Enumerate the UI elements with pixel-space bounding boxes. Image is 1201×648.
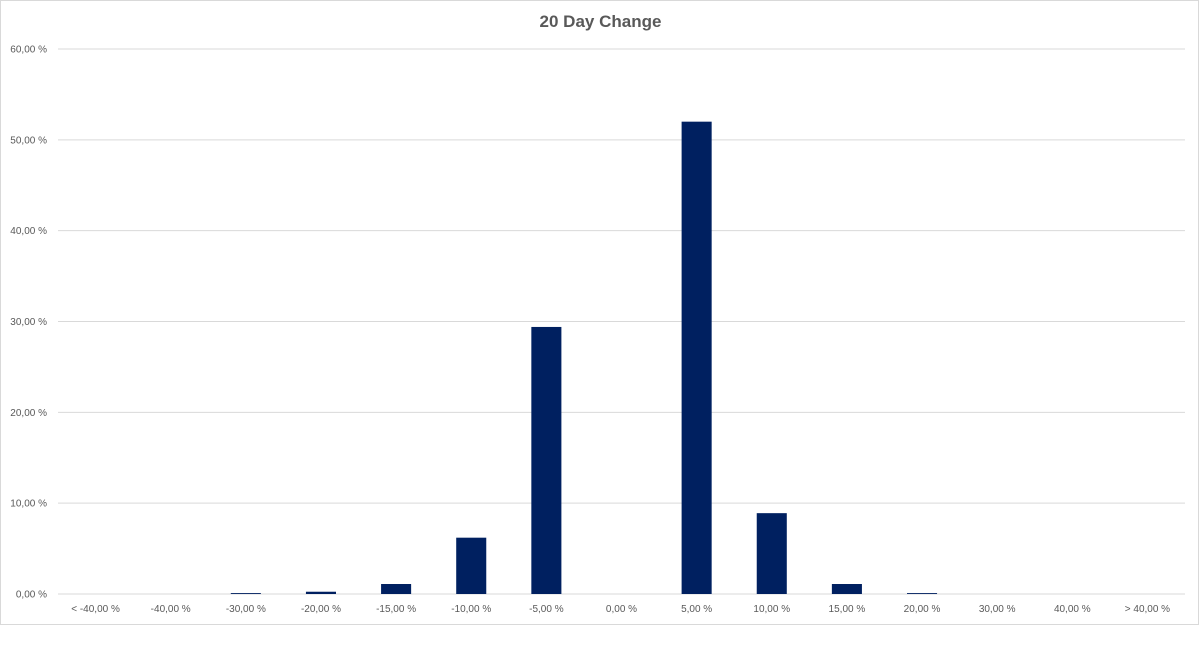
y-tick-label: 40,00 %	[10, 226, 47, 237]
bar	[681, 121, 712, 595]
bar	[230, 593, 261, 594]
x-tick-label: -30,00 %	[226, 604, 266, 615]
y-tick-label: 50,00 %	[10, 135, 47, 146]
bar	[907, 593, 938, 594]
x-tick-label: 30,00 %	[979, 604, 1016, 615]
x-tick-label: 5,00 %	[681, 604, 712, 615]
y-tick-label: 60,00 %	[10, 45, 47, 56]
y-axis-tick-labels: 0,00 % 10,00 % 20,00 % 30,00 % 40,00 % 50,00 …	[10, 45, 47, 601]
x-tick-label: -20,00 %	[301, 604, 341, 615]
bar	[531, 326, 562, 594]
x-tick-label: < -40,00 %	[71, 604, 120, 615]
bar	[381, 584, 412, 594]
chart-title: 20 Day Change	[539, 12, 662, 31]
x-tick-label: 10,00 %	[753, 604, 790, 615]
x-tick-label: -40,00 %	[151, 604, 191, 615]
bar	[305, 591, 336, 594]
y-tick-label: 20,00 %	[10, 408, 47, 419]
x-axis-tick-labels: < -40,00 % -40,00 % -30,00 % -20,00 % -15,00…	[71, 604, 1170, 615]
y-tick-label: 0,00 %	[16, 590, 47, 601]
x-tick-label: -10,00 %	[451, 604, 491, 615]
bar	[756, 513, 787, 594]
x-tick-label: > 40,00 %	[1125, 604, 1170, 615]
bars	[230, 121, 938, 595]
x-tick-label: 20,00 %	[904, 604, 941, 615]
x-tick-label: -15,00 %	[376, 604, 416, 615]
y-tick-label: 30,00 %	[10, 317, 47, 328]
bar	[456, 537, 487, 594]
gridlines	[58, 48, 1185, 595]
x-tick-label: 15,00 %	[829, 604, 866, 615]
x-tick-label: 40,00 %	[1054, 604, 1091, 615]
chart-frame: 20 Day Change	[0, 0, 1199, 625]
x-tick-label: 0,00 %	[606, 604, 637, 615]
bar	[831, 584, 862, 594]
x-tick-label: -5,00 %	[529, 604, 564, 615]
y-tick-label: 10,00 %	[10, 499, 47, 510]
